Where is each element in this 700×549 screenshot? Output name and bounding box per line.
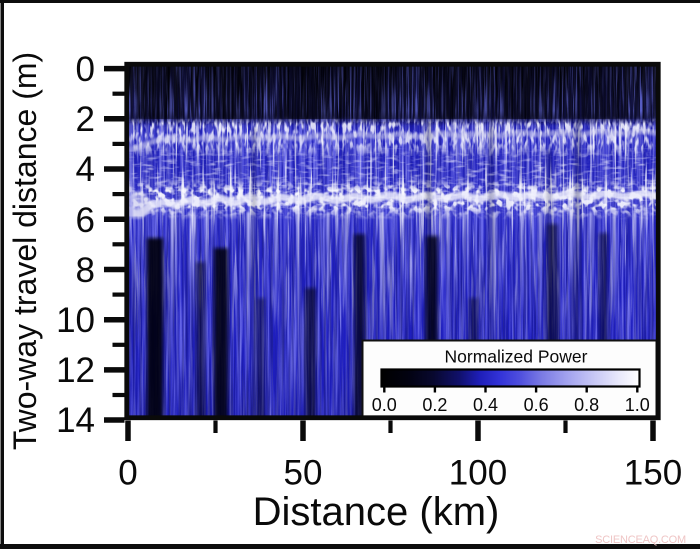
svg-text:150: 150 — [624, 454, 682, 493]
svg-text:SCIENCEAQ.COM: SCIENCEAQ.COM — [595, 534, 686, 546]
svg-text:0.0: 0.0 — [372, 395, 397, 415]
svg-text:100: 100 — [449, 454, 507, 493]
svg-text:10: 10 — [56, 301, 95, 340]
svg-text:0: 0 — [76, 50, 95, 89]
svg-text:4: 4 — [76, 150, 95, 189]
svg-text:1.0: 1.0 — [625, 395, 650, 415]
svg-text:Distance (km): Distance (km) — [253, 490, 500, 534]
svg-text:Normalized Power: Normalized Power — [445, 347, 588, 367]
svg-text:0: 0 — [118, 454, 137, 493]
svg-text:8: 8 — [76, 251, 95, 290]
svg-text:0.4: 0.4 — [473, 395, 498, 415]
svg-text:0.2: 0.2 — [422, 395, 447, 415]
svg-text:Two-way travel distance (m): Two-way travel distance (m) — [7, 52, 43, 450]
svg-text:6: 6 — [76, 201, 95, 240]
svg-text:50: 50 — [284, 454, 323, 493]
svg-text:12: 12 — [56, 351, 95, 390]
svg-text:2: 2 — [76, 100, 95, 139]
svg-text:0.6: 0.6 — [524, 395, 549, 415]
svg-text:14: 14 — [56, 401, 95, 440]
svg-text:0.8: 0.8 — [574, 395, 599, 415]
